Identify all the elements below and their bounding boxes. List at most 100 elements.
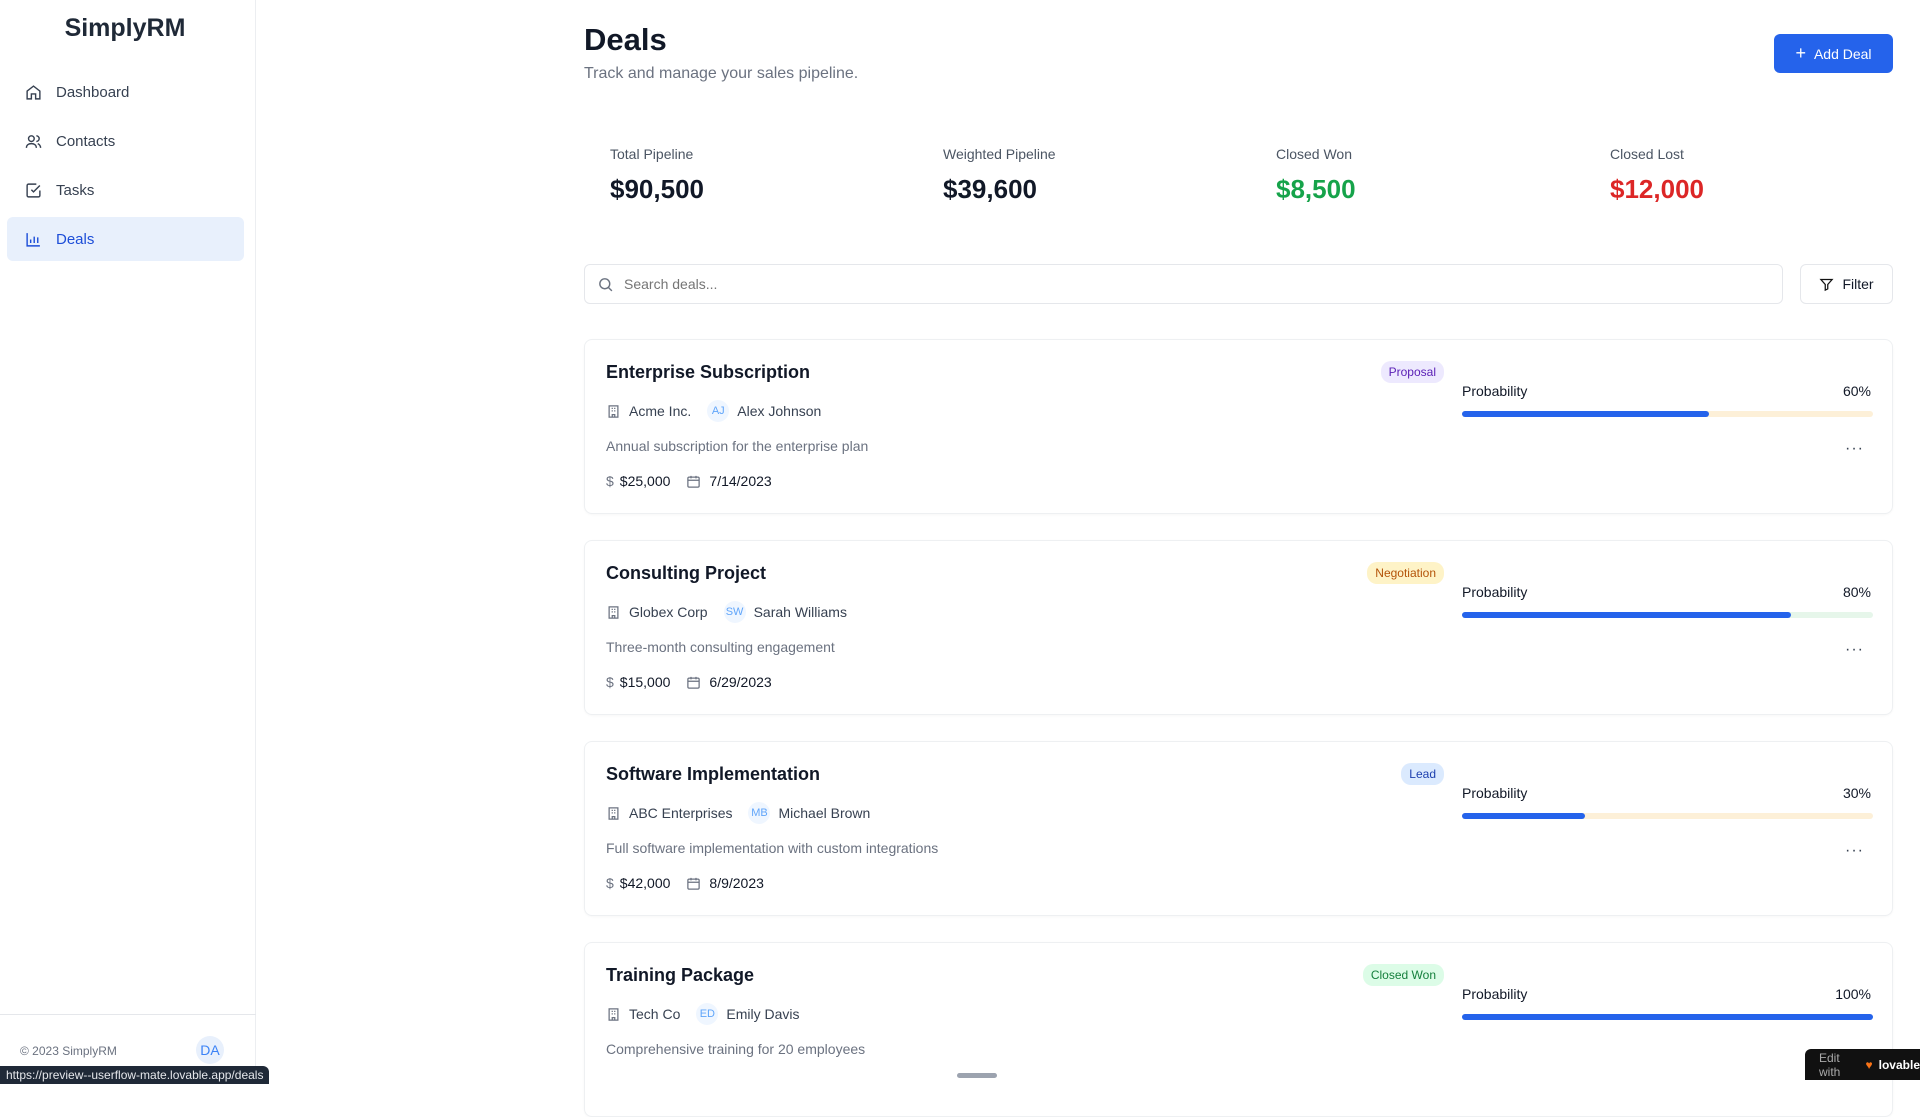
probability-value: 100%: [1835, 986, 1871, 1002]
stage-badge: Lead: [1401, 763, 1444, 785]
copyright: © 2023 SimplyRM: [20, 1044, 117, 1058]
probability-label: Probability: [1462, 986, 1528, 1002]
dollar-icon: $: [606, 674, 614, 690]
company-name: ABC Enterprises: [629, 805, 733, 821]
stat-label: Weighted Pipeline: [943, 146, 1056, 162]
page-title: Deals: [584, 22, 667, 57]
deal-amount: $42,000: [619, 875, 671, 891]
deal-card[interactable]: Consulting Project Negotiation Globex Co…: [584, 540, 1893, 715]
building-icon: [608, 806, 619, 820]
deal-description: Comprehensive training for 20 employees: [606, 1041, 866, 1057]
probability-value: 80%: [1842, 584, 1871, 600]
sidebar-item-tasks[interactable]: Tasks: [7, 168, 244, 212]
probability-fill: [1462, 612, 1791, 618]
deal-description: Full software implementation with custom…: [606, 840, 939, 856]
deal-meta: $ $25,000 7/14/2023: [606, 473, 772, 489]
page-subtitle: Track and manage your sales pipeline.: [584, 65, 859, 82]
sidebar: SimplyRM Dashboard Contacts Tasks Deals …: [0, 0, 256, 1080]
deal-date: 8/9/2023: [709, 875, 764, 891]
probability-bar: [1462, 612, 1873, 618]
contact-name: Alex Johnson: [737, 403, 822, 419]
deal-parties: Acme Inc. AJ Alex Johnson: [606, 400, 821, 422]
status-url: https://preview--userflow-mate.lovable.a…: [0, 1066, 270, 1084]
sidebar-item-label: Dashboard: [56, 83, 130, 101]
stat-card: Closed Won $8,500: [1276, 146, 1356, 205]
add-deal-button[interactable]: + Add Deal: [1774, 34, 1893, 73]
stat-value: $39,600: [943, 174, 1037, 204]
company-name: Globex Corp: [629, 604, 708, 620]
deal-title: Enterprise Subscription: [606, 362, 811, 382]
search-bar[interactable]: [584, 264, 1783, 304]
sidebar-footer: [0, 1014, 256, 1080]
deal-card[interactable]: Software Implementation Lead ABC Enterpr…: [584, 741, 1893, 916]
probability-label: Probability: [1462, 383, 1528, 399]
dollar-icon: $: [606, 473, 614, 489]
search-icon: [599, 277, 613, 291]
probability-fill: [1462, 1014, 1873, 1020]
deal-description: Annual subscription for the enterprise p…: [606, 438, 869, 454]
probability-label: Probability: [1462, 584, 1528, 600]
deal-amount: $15,000: [619, 674, 671, 690]
deal-description: Three-month consulting engagement: [606, 639, 835, 655]
probability-value: 30%: [1842, 785, 1871, 801]
deal-parties: Tech Co ED Emily Davis: [606, 1003, 799, 1025]
lovable-heart-icon: ♥: [1865, 1057, 1873, 1072]
plus-icon: +: [1795, 43, 1806, 63]
contact-avatar: AJ: [707, 400, 730, 422]
probability-bar: [1462, 411, 1873, 417]
scroll-indicator[interactable]: [957, 1073, 997, 1078]
probability-bar: [1462, 813, 1873, 819]
deal-meta: $ $15,000 6/29/2023: [606, 674, 772, 690]
stat-card: Total Pipeline $90,500: [610, 146, 704, 205]
calendar-icon: [687, 877, 701, 890]
deal-parties: Globex Corp SW Sarah Williams: [606, 601, 847, 623]
stat-label: Total Pipeline: [610, 146, 694, 162]
app-logo: SimplyRM: [64, 14, 186, 42]
probability-fill: [1462, 411, 1709, 417]
deal-card[interactable]: Training Package Closed Won Tech Co ED E…: [584, 942, 1893, 1117]
stage-badge: Proposal: [1380, 361, 1444, 383]
building-icon: [608, 1007, 619, 1021]
calendar-icon: [687, 475, 701, 488]
more-options-icon[interactable]: ···: [1845, 440, 1864, 457]
deal-date: 6/29/2023: [709, 674, 772, 690]
calendar-icon: [687, 676, 701, 689]
stat-value: $90,500: [610, 174, 704, 204]
contact-avatar: MB: [748, 802, 771, 824]
probability-fill: [1462, 813, 1586, 819]
more-options-icon[interactable]: ···: [1845, 842, 1864, 859]
deal-title: Training Package: [606, 965, 755, 985]
edit-badge-text: Edit with: [1819, 1050, 1841, 1079]
deal-meta: $ $42,000 8/9/2023: [606, 875, 764, 891]
user-avatar[interactable]: DA: [196, 1036, 224, 1064]
deal-title: Software Implementation: [606, 764, 821, 784]
search-input[interactable]: [624, 276, 1624, 292]
more-options-icon[interactable]: ···: [1845, 641, 1864, 658]
sidebar-item-dashboard[interactable]: Dashboard: [7, 70, 244, 114]
deal-date: 7/14/2023: [709, 473, 772, 489]
contact-name: Sarah Williams: [753, 604, 847, 620]
company-name: Tech Co: [629, 1006, 681, 1022]
filter-button[interactable]: Filter: [1800, 264, 1893, 304]
stat-card: Weighted Pipeline $39,600: [943, 146, 1056, 205]
stage-badge: Negotiation: [1367, 562, 1444, 584]
deal-title: Consulting Project: [606, 563, 767, 583]
building-icon: [608, 605, 619, 619]
users-icon: [25, 134, 42, 148]
stage-badge: Closed Won: [1362, 964, 1444, 986]
sidebar-item-deals[interactable]: Deals: [7, 217, 244, 261]
dollar-icon: $: [606, 875, 614, 891]
stat-label: Closed Lost: [1610, 146, 1684, 162]
company-name: Acme Inc.: [629, 403, 692, 419]
edit-badge-brand: lovable: [1878, 1057, 1920, 1072]
contact-avatar: SW: [723, 601, 746, 623]
sidebar-item-contacts[interactable]: Contacts: [7, 119, 244, 163]
sidebar-item-label: Tasks: [56, 181, 95, 199]
probability-value: 60%: [1842, 383, 1871, 399]
edit-with-lovable-badge[interactable]: Edit with ♥ lovable: [1805, 1049, 1920, 1080]
deal-parties: ABC Enterprises MB Michael Brown: [606, 802, 870, 824]
stat-card: Closed Lost $12,000: [1610, 146, 1704, 205]
stat-value: $12,000: [1610, 174, 1704, 204]
sidebar-item-label: Deals: [56, 230, 95, 248]
deal-card[interactable]: Enterprise Subscription Proposal Acme In…: [584, 339, 1893, 514]
